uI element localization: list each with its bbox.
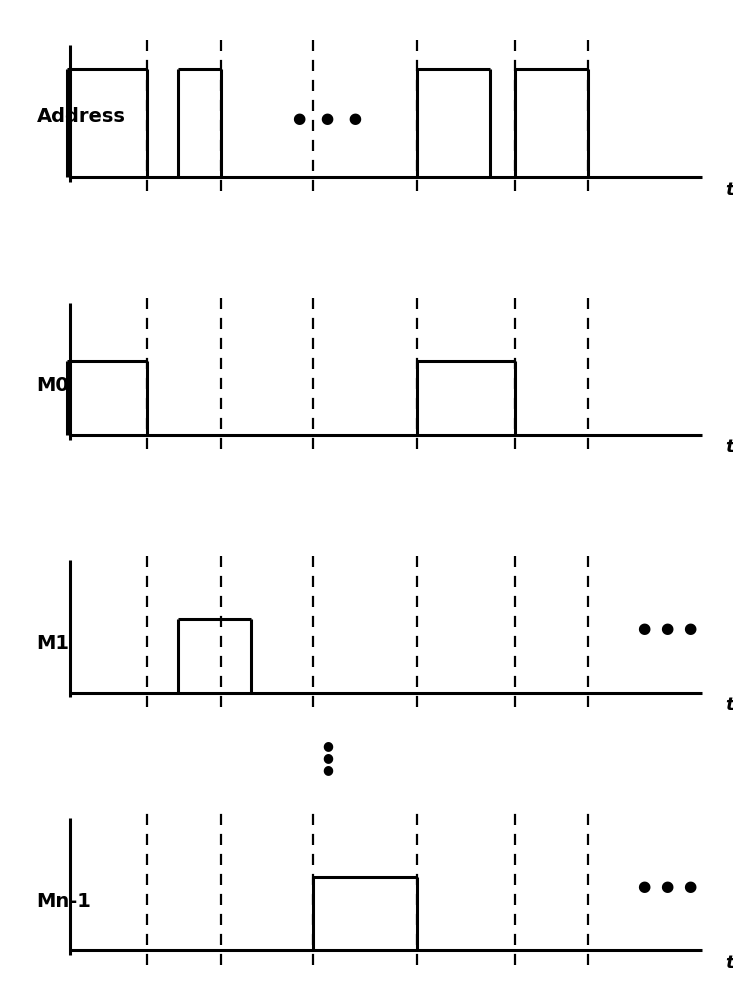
Text: ●  ●  ●: ● ● ● (638, 879, 698, 894)
Text: M1: M1 (37, 634, 70, 653)
Text: t: t (725, 181, 733, 199)
Text: t: t (725, 954, 733, 972)
Text: t: t (725, 438, 733, 456)
Text: ●   ●   ●: ● ● ● (293, 111, 362, 126)
Text: M0: M0 (37, 376, 70, 395)
Text: Mn-1: Mn-1 (37, 892, 92, 911)
Text: ●: ● (323, 739, 334, 752)
Text: ●  ●  ●: ● ● ● (638, 621, 698, 636)
Text: Address: Address (37, 107, 125, 126)
Text: ●: ● (323, 751, 334, 764)
Text: ●: ● (323, 763, 334, 776)
Text: t: t (725, 696, 733, 714)
